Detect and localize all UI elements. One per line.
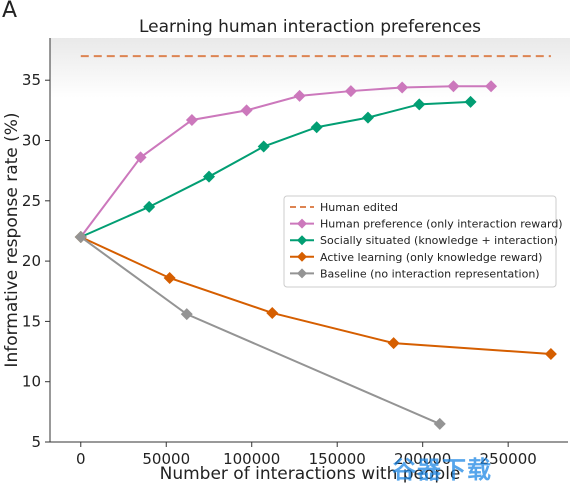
axes — [49, 38, 568, 443]
legend-marker — [297, 251, 307, 262]
x-tick-label: 150000 — [309, 450, 366, 468]
panel-label: A — [2, 0, 18, 23]
data-point — [464, 95, 477, 108]
legend-box — [283, 195, 557, 288]
data-point — [310, 121, 323, 134]
y-tick-label: 25 — [22, 192, 41, 210]
legend-label: Baseline (no interaction representation) — [320, 267, 540, 280]
data-point — [293, 89, 306, 102]
data-point — [344, 85, 357, 98]
legend-label: Human edited — [320, 201, 398, 214]
data-point — [185, 114, 198, 127]
data-point — [240, 104, 253, 117]
legend: Human edited Human preference (only inter… — [283, 195, 563, 288]
data-point — [361, 111, 374, 124]
legend-item: Socially situated (knowledge + interacti… — [290, 234, 558, 247]
legend-label: Socially situated (knowledge + interacti… — [320, 234, 558, 247]
data-point — [163, 271, 176, 284]
x-tick-label: 200000 — [394, 450, 451, 468]
legend-marker — [297, 268, 307, 279]
legend-item: Active learning (only knowledge reward) — [290, 251, 542, 264]
legend-item: Baseline (no interaction representation) — [290, 267, 540, 280]
data-point — [74, 230, 87, 243]
data-point — [134, 151, 147, 164]
legend-marker — [297, 218, 307, 229]
data-point — [143, 200, 156, 213]
data-point — [257, 140, 270, 153]
x-axis-label: Number of interactions with people — [160, 464, 461, 484]
chart-title: Learning human interaction preferences — [139, 17, 481, 37]
legend-marker — [297, 235, 307, 246]
y-tick-label: 5 — [31, 433, 41, 451]
y-tick-label: 35 — [22, 71, 41, 89]
x-tick-label: 50000 — [142, 450, 190, 468]
data-point — [485, 80, 498, 93]
data-point — [433, 417, 446, 430]
data-point — [396, 81, 409, 94]
legend-label: Human preference (only interaction rewar… — [320, 218, 563, 231]
data-point — [413, 98, 426, 111]
data-point — [180, 308, 193, 321]
watermark-logo: 谷器下载 — [392, 456, 492, 484]
series-line — [80, 100, 471, 238]
y-tick-label: 15 — [22, 312, 41, 330]
series-baseline-no — [74, 230, 446, 430]
legend-item: Human edited — [290, 201, 398, 214]
y-tick-label: 20 — [22, 252, 41, 270]
plot-shade — [50, 38, 570, 98]
y-tick-label: 10 — [22, 373, 41, 391]
legend-item: Human preference (only interaction rewar… — [290, 218, 563, 231]
x-tick-label: 0 — [76, 450, 86, 468]
x-tick-label: 100000 — [223, 450, 280, 468]
y-tick-label: 30 — [22, 132, 41, 150]
data-point — [387, 337, 400, 350]
legend-label: Active learning (only knowledge reward) — [320, 251, 542, 264]
data-point — [544, 347, 557, 360]
x-tick-label: 250000 — [480, 450, 537, 468]
data-point — [447, 80, 460, 93]
y-axis-label: Informative response rate (%) — [2, 112, 22, 367]
data-point — [202, 170, 215, 183]
data-point — [266, 306, 279, 319]
